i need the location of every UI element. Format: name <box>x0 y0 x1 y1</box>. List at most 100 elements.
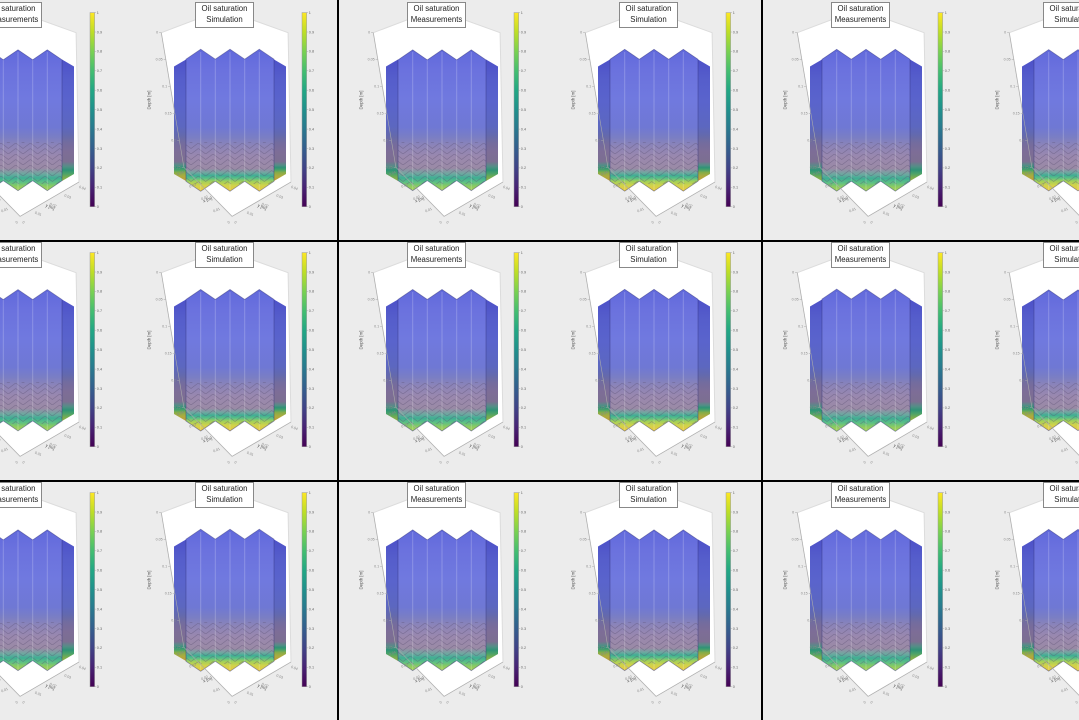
svg-text:0.7: 0.7 <box>733 549 738 553</box>
svg-text:0: 0 <box>22 700 25 704</box>
svg-text:1: 1 <box>733 11 735 15</box>
svg-text:0: 0 <box>870 460 873 464</box>
svg-text:0: 0 <box>658 460 661 464</box>
svg-text:0.05: 0.05 <box>580 538 587 542</box>
svg-text:0.05: 0.05 <box>368 298 375 302</box>
svg-text:0.6: 0.6 <box>945 89 950 93</box>
svg-text:0: 0 <box>156 271 158 275</box>
svg-text:0.6: 0.6 <box>733 89 738 93</box>
svg-text:0.6: 0.6 <box>733 329 738 333</box>
svg-text:0.3: 0.3 <box>309 147 314 151</box>
svg-text:0.4: 0.4 <box>945 127 950 131</box>
svg-text:0: 0 <box>658 700 661 704</box>
svg-text:0.1: 0.1 <box>945 666 950 670</box>
svg-text:0.1: 0.1 <box>733 426 738 430</box>
svg-text:0.9: 0.9 <box>945 30 950 34</box>
svg-text:0.2: 0.2 <box>171 378 176 382</box>
svg-text:0.7: 0.7 <box>945 69 950 73</box>
svg-text:0.8: 0.8 <box>733 530 738 534</box>
svg-text:0.1: 0.1 <box>97 426 102 430</box>
svg-text:0.8: 0.8 <box>521 50 526 54</box>
svg-text:1: 1 <box>733 251 735 255</box>
svg-text:0.7: 0.7 <box>945 309 950 313</box>
svg-text:0: 0 <box>227 700 230 704</box>
svg-text:0.04: 0.04 <box>926 665 934 671</box>
svg-text:0.03: 0.03 <box>64 674 72 680</box>
svg-text:0.01: 0.01 <box>849 687 857 693</box>
svg-text:0.8: 0.8 <box>97 530 102 534</box>
svg-text:0.04: 0.04 <box>714 425 722 431</box>
svg-text:0.4: 0.4 <box>521 127 526 131</box>
svg-text:1: 1 <box>945 251 947 255</box>
svg-text:0: 0 <box>156 511 158 515</box>
svg-text:0.01: 0.01 <box>1 447 9 453</box>
svg-text:0: 0 <box>870 220 873 224</box>
svg-text:0.5: 0.5 <box>733 108 738 112</box>
svg-text:0.4: 0.4 <box>733 127 738 131</box>
svg-text:0.9: 0.9 <box>945 270 950 274</box>
svg-text:0: 0 <box>439 700 442 704</box>
svg-text:0: 0 <box>863 460 866 464</box>
svg-text:0: 0 <box>945 445 947 449</box>
svg-text:0.6: 0.6 <box>945 329 950 333</box>
svg-text:0: 0 <box>439 220 442 224</box>
svg-text:0.04: 0.04 <box>714 665 722 671</box>
svg-text:0.1: 0.1 <box>162 325 167 329</box>
svg-text:0.4: 0.4 <box>945 607 950 611</box>
svg-text:0.1: 0.1 <box>374 565 379 569</box>
svg-text:0.03: 0.03 <box>488 674 496 680</box>
svg-text:0.9: 0.9 <box>309 510 314 514</box>
svg-text:0: 0 <box>580 511 582 515</box>
svg-text:0.05: 0.05 <box>1004 58 1011 62</box>
svg-text:0.2: 0.2 <box>1019 618 1024 622</box>
svg-text:0.04: 0.04 <box>926 185 934 191</box>
svg-text:0.01: 0.01 <box>34 451 42 457</box>
svg-text:0.03: 0.03 <box>700 674 708 680</box>
svg-text:0: 0 <box>870 700 873 704</box>
svg-text:0.2: 0.2 <box>171 618 176 622</box>
svg-text:0.6: 0.6 <box>309 569 314 573</box>
svg-text:0.9: 0.9 <box>521 270 526 274</box>
svg-text:Depth [m]: Depth [m] <box>570 570 575 589</box>
svg-text:0.5: 0.5 <box>309 588 314 592</box>
svg-text:0.8: 0.8 <box>733 50 738 54</box>
svg-text:0.4: 0.4 <box>309 607 314 611</box>
svg-text:0.4: 0.4 <box>97 127 102 131</box>
svg-text:0.1: 0.1 <box>97 666 102 670</box>
svg-text:0: 0 <box>580 31 582 35</box>
svg-text:0.5: 0.5 <box>521 588 526 592</box>
svg-text:0.8: 0.8 <box>945 530 950 534</box>
svg-text:0: 0 <box>309 205 311 209</box>
svg-text:0.2: 0.2 <box>521 406 526 410</box>
svg-text:Depth [m]: Depth [m] <box>994 570 999 589</box>
svg-text:0.2: 0.2 <box>733 646 738 650</box>
svg-text:0.1: 0.1 <box>309 666 314 670</box>
svg-text:0.5: 0.5 <box>733 348 738 352</box>
svg-text:0.2: 0.2 <box>595 138 600 142</box>
svg-text:0.7: 0.7 <box>733 309 738 313</box>
svg-text:Depth [m]: Depth [m] <box>358 90 363 109</box>
svg-text:1: 1 <box>309 251 311 255</box>
svg-text:0.2: 0.2 <box>1019 138 1024 142</box>
svg-text:0.2: 0.2 <box>309 406 314 410</box>
svg-text:0: 0 <box>368 511 370 515</box>
svg-text:0.1: 0.1 <box>521 666 526 670</box>
svg-text:0.01: 0.01 <box>1061 687 1069 693</box>
svg-text:0.01: 0.01 <box>213 687 221 693</box>
svg-text:0: 0 <box>792 511 794 515</box>
svg-text:0.01: 0.01 <box>1 687 9 693</box>
svg-text:Depth [m]: Depth [m] <box>782 570 787 589</box>
svg-text:0: 0 <box>15 700 18 704</box>
svg-text:0.05: 0.05 <box>792 538 799 542</box>
svg-text:0.2: 0.2 <box>97 646 102 650</box>
svg-text:0.01: 0.01 <box>670 691 678 697</box>
svg-text:0.01: 0.01 <box>425 687 433 693</box>
svg-text:0.04: 0.04 <box>78 665 86 671</box>
svg-text:0.1: 0.1 <box>586 85 591 89</box>
svg-text:0.2: 0.2 <box>383 138 388 142</box>
svg-text:0.01: 0.01 <box>458 691 466 697</box>
svg-text:0.2: 0.2 <box>309 166 314 170</box>
svg-text:0.2: 0.2 <box>945 646 950 650</box>
svg-text:0.2: 0.2 <box>733 166 738 170</box>
svg-text:0.04: 0.04 <box>78 425 86 431</box>
